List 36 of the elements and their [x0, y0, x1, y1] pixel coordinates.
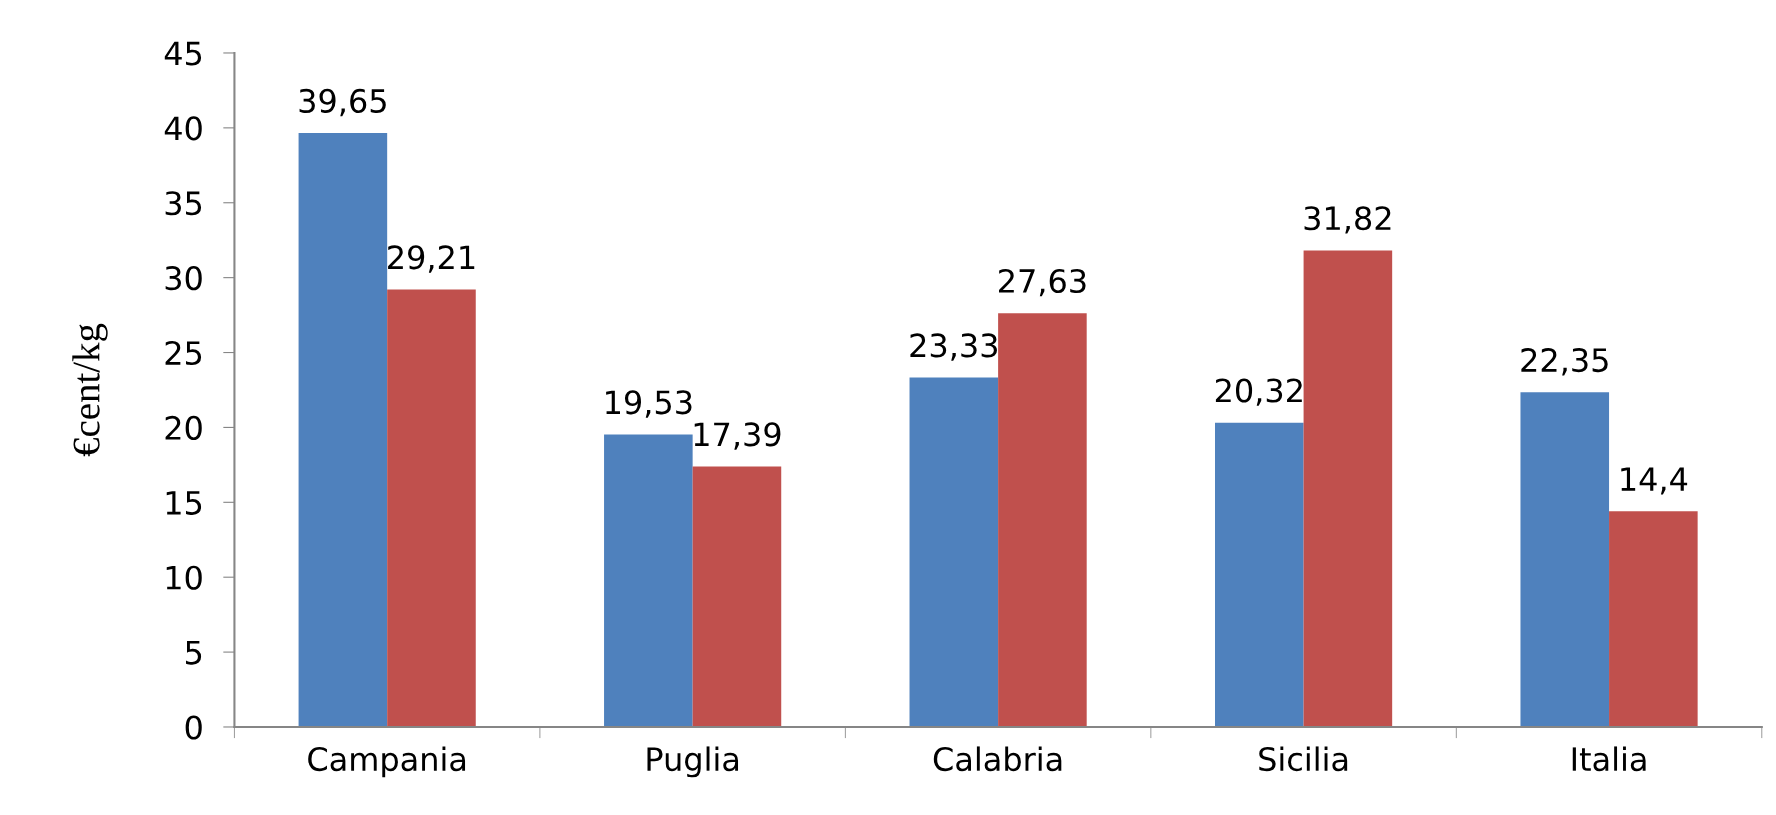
- y-tick-label: 25: [165, 340, 202, 366]
- data-label: 14,4: [1621, 467, 1688, 495]
- y-tick-label: 40: [164, 116, 202, 141]
- bar: [1215, 422, 1304, 727]
- bar: [909, 377, 999, 727]
- bar: [998, 313, 1087, 727]
- data-label: 39,65: [299, 88, 386, 117]
- bar: [298, 133, 388, 727]
- x-tick-label: Sicilia: [1259, 746, 1348, 772]
- bar: [1609, 511, 1698, 727]
- data-label: 31,82: [1304, 206, 1391, 234]
- y-tick-label: 35: [165, 191, 202, 216]
- x-tick-label: Campania: [308, 746, 466, 778]
- bar: [1303, 250, 1393, 727]
- data-label: 23,33: [910, 333, 997, 361]
- data-label: 27,63: [999, 268, 1086, 297]
- y-tick-label: 5: [186, 640, 202, 665]
- bar: [604, 434, 693, 727]
- data-label: 29,21: [388, 245, 475, 273]
- bar: [692, 466, 782, 727]
- y-tick-label: 45: [164, 41, 202, 66]
- x-tick-label: Italia: [1572, 746, 1646, 772]
- y-tick-label: 0: [185, 715, 202, 740]
- data-label: 20,32: [1215, 378, 1302, 406]
- y-tick-label: 30: [165, 266, 202, 291]
- y-tick-label: 20: [165, 415, 202, 441]
- y-tick-label: 15: [166, 491, 202, 515]
- bar: [387, 289, 476, 727]
- y-tick-label: 10: [166, 565, 202, 590]
- x-tick-label: Calabria: [933, 746, 1062, 772]
- y-axis-title: €cent/kg: [72, 323, 108, 457]
- data-label: 17,39: [694, 422, 781, 450]
- data-label: 19,53: [606, 390, 692, 418]
- x-tick-label: Puglia: [647, 746, 739, 778]
- data-label: 22,35: [1521, 347, 1608, 376]
- bar: [1520, 392, 1610, 727]
